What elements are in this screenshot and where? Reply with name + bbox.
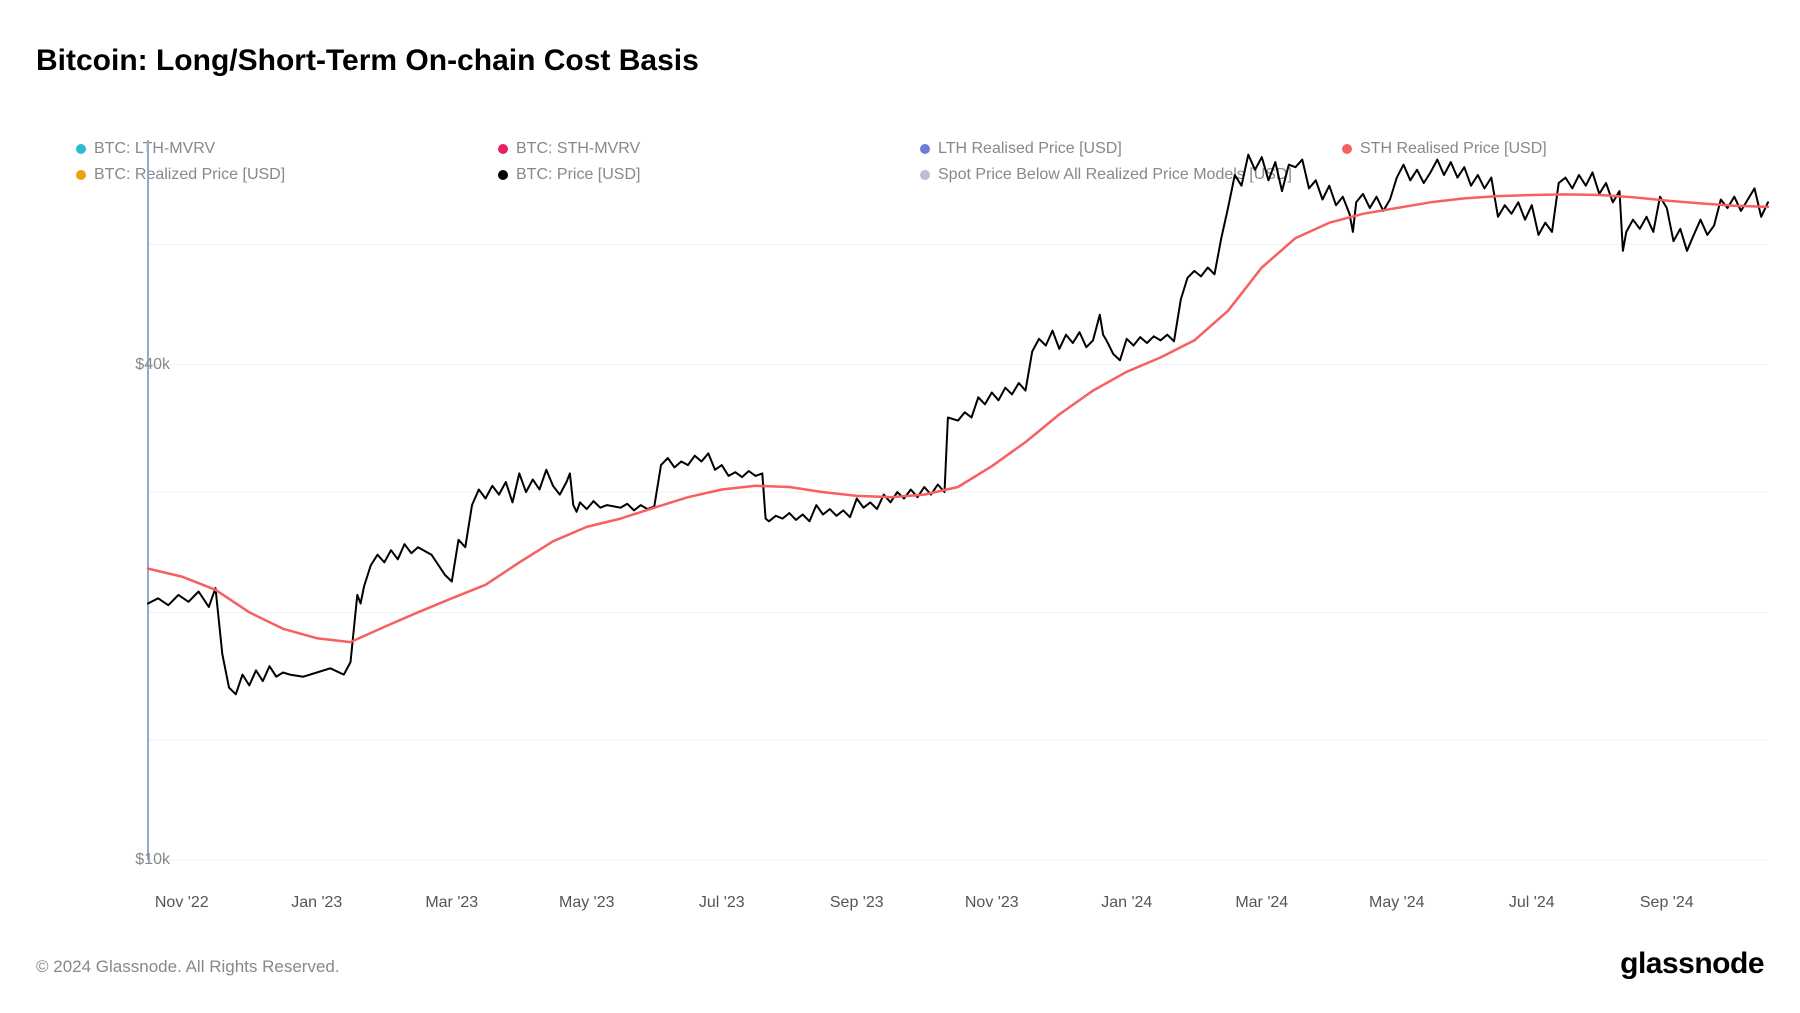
legend-marker-icon (76, 170, 86, 180)
x-axis-tick-label: Jul '24 (1509, 894, 1555, 912)
y-axis-tick-label: $10k (135, 851, 170, 869)
x-axis-tick-label: Mar '24 (1235, 894, 1288, 912)
y-axis-tick-label: $40k (135, 356, 170, 374)
x-axis-tick-label: Mar '23 (425, 894, 478, 912)
x-axis-tick-label: Jan '24 (1101, 894, 1152, 912)
series-line (148, 155, 1768, 695)
legend-marker-icon (76, 144, 86, 154)
brand-logo: glassnode (1620, 947, 1764, 981)
x-axis-tick-label: Sep '24 (1640, 894, 1694, 912)
copyright-footer: © 2024 Glassnode. All Rights Reserved. (36, 957, 340, 977)
x-axis-tick-label: May '24 (1369, 894, 1425, 912)
x-axis-tick-label: Jul '23 (699, 894, 745, 912)
series-line (148, 194, 1768, 642)
x-axis-tick-label: May '23 (559, 894, 615, 912)
chart-title: Bitcoin: Long/Short-Term On-chain Cost B… (36, 44, 699, 78)
x-axis-tick-label: Sep '23 (830, 894, 884, 912)
x-axis-tick-label: Jan '23 (291, 894, 342, 912)
x-axis-tick-label: Nov '22 (155, 894, 209, 912)
plot-area (148, 140, 1768, 860)
chart-svg (148, 140, 1768, 860)
x-axis-tick-label: Nov '23 (965, 894, 1019, 912)
